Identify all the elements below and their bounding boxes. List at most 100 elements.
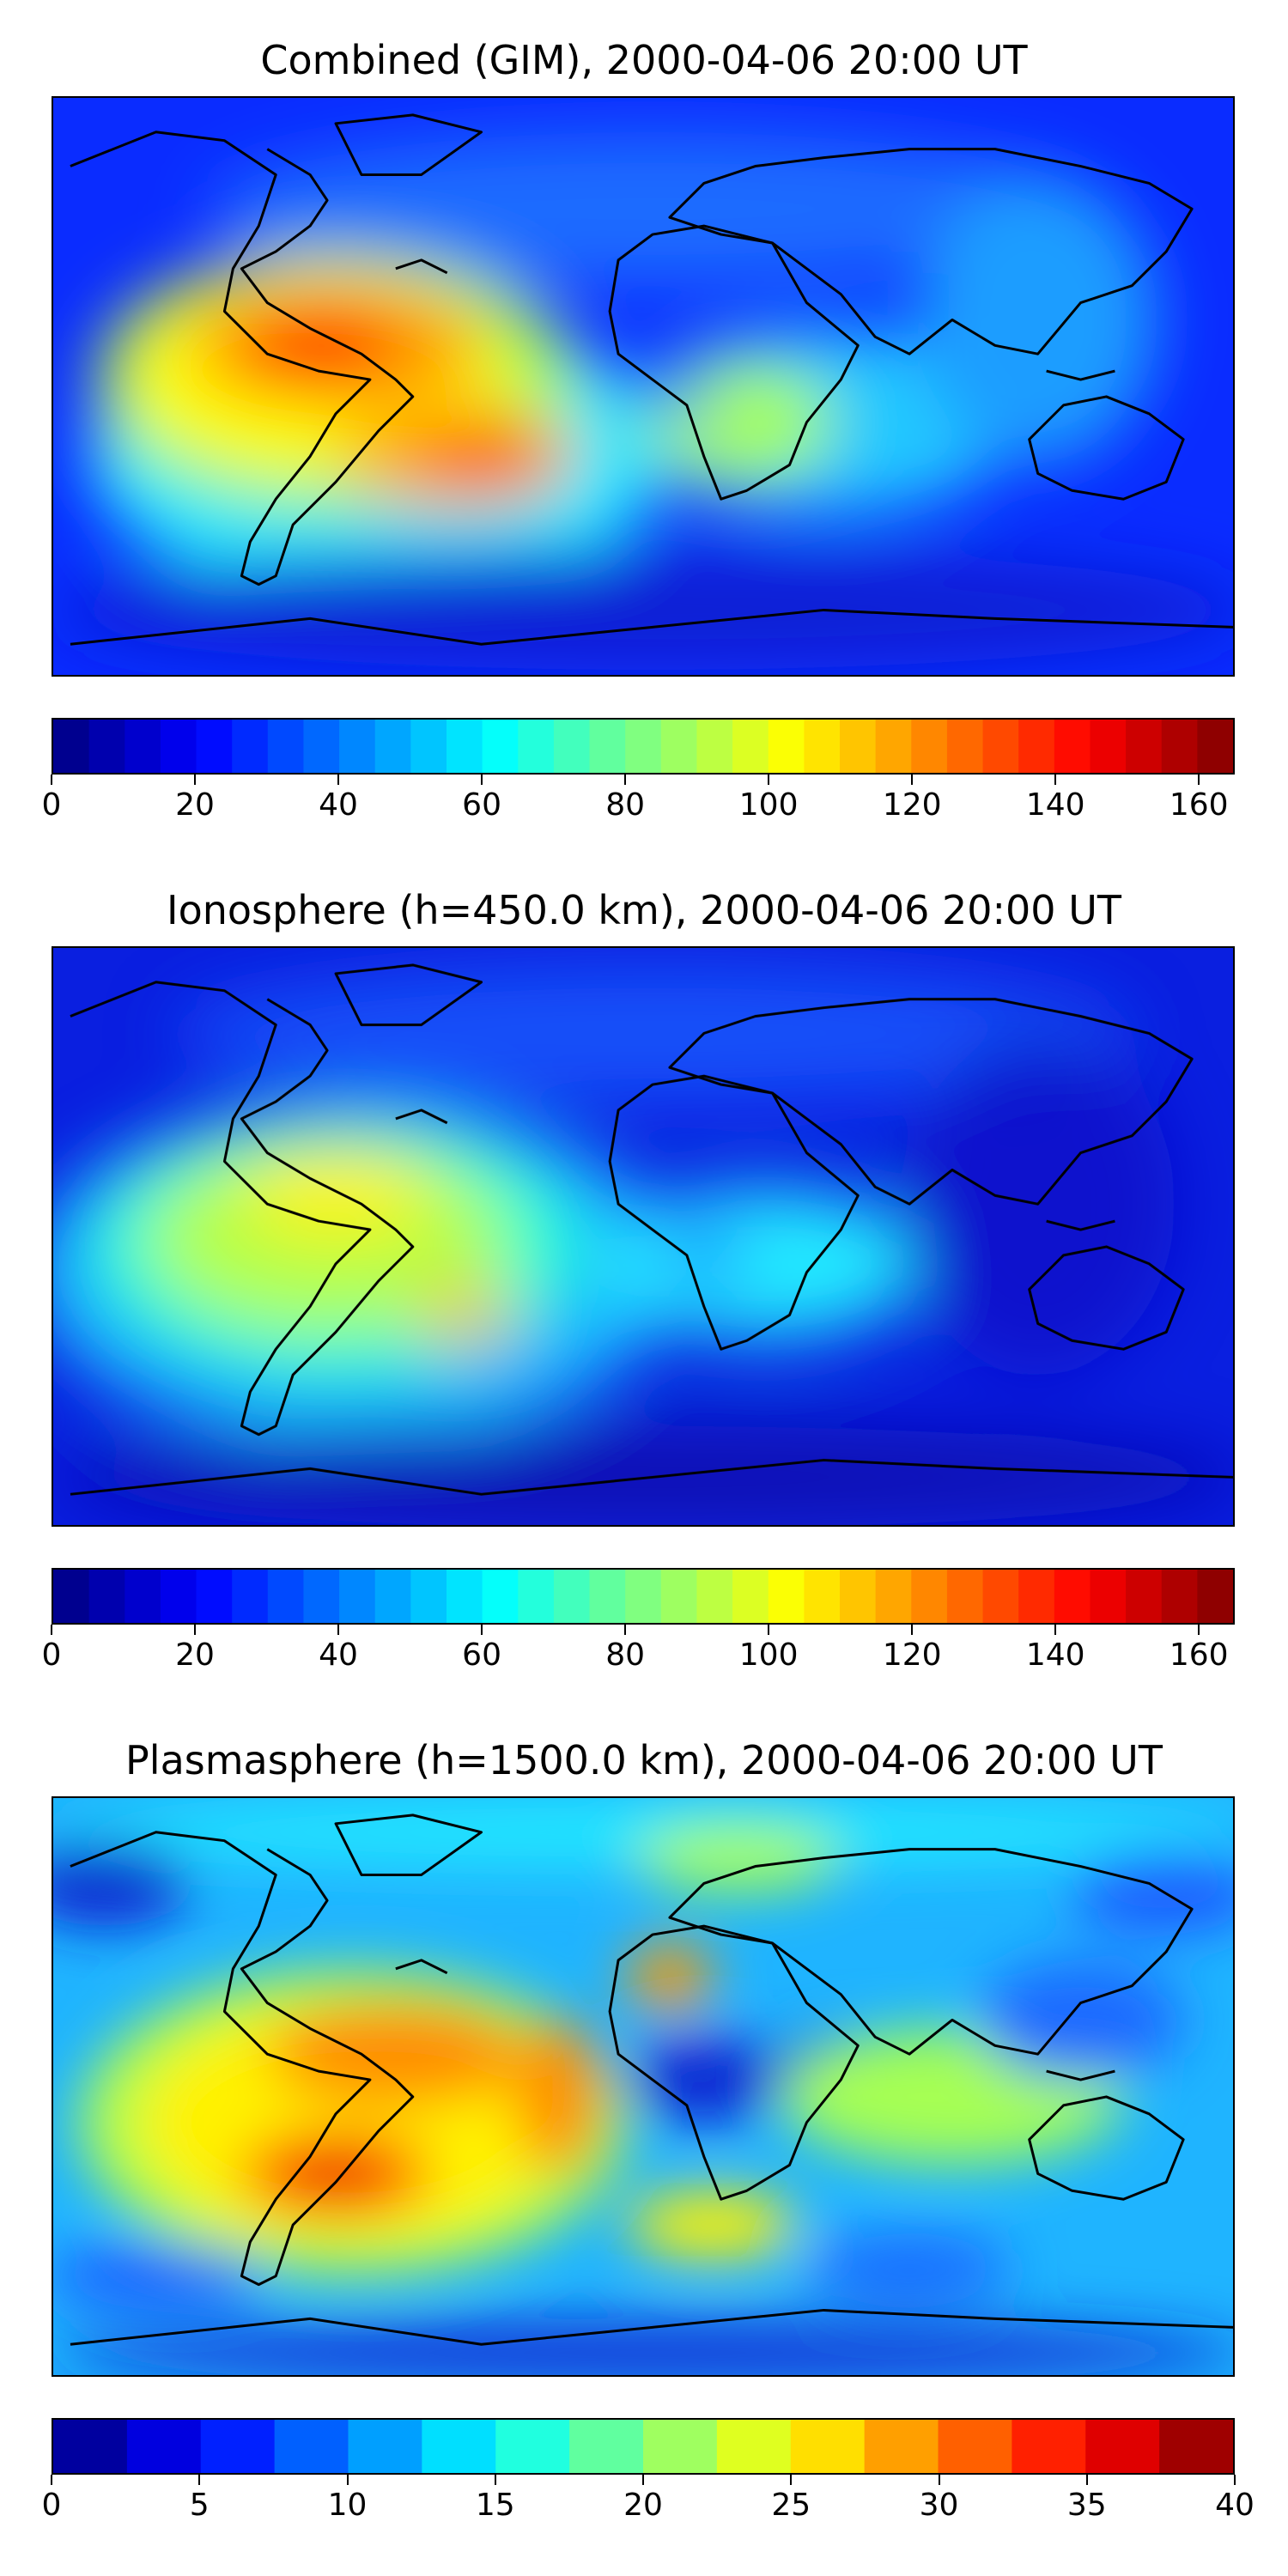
colorbar-tick-mark	[938, 2475, 940, 2485]
colorbar-bin	[126, 2420, 202, 2473]
colorbar-tick-mark	[1234, 2475, 1236, 2485]
colorbar-bin	[643, 2420, 718, 2473]
colorbar-bin	[840, 1570, 877, 1623]
colorbar-bin	[982, 1570, 1019, 1623]
panel-3-coastlines	[70, 1814, 1233, 2346]
colorbar-tick-label: 140	[1025, 1637, 1085, 1673]
colorbar-bin	[864, 2420, 939, 2473]
panel-1-coastlines	[70, 113, 1233, 646]
panel-1-title: Combined (GIM), 2000-04-06 20:00 UT	[260, 37, 1028, 83]
colorbar-bin	[410, 720, 447, 773]
colorbar-bin	[911, 1570, 948, 1623]
colorbar-bin	[518, 720, 555, 773]
colorbar-bin	[804, 720, 841, 773]
colorbar-bin	[1054, 1570, 1091, 1623]
colorbar-bin	[1085, 2420, 1160, 2473]
colorbar-tick-mark	[1198, 1625, 1200, 1635]
colorbar-bin	[875, 720, 912, 773]
panel-3-map	[52, 1796, 1235, 2377]
colorbar-tick-mark	[768, 1625, 770, 1635]
panel-3-map-svg	[53, 1798, 1233, 2375]
colorbar-bin	[482, 1570, 519, 1623]
colorbar-bin	[348, 2420, 422, 2473]
panel-2-coastlines	[70, 963, 1233, 1496]
colorbar-tick-mark	[768, 775, 770, 785]
colorbar-tick-label: 80	[605, 787, 646, 823]
colorbar-bin	[946, 1570, 984, 1623]
colorbar-tick-mark	[1054, 775, 1057, 785]
colorbar-bin	[88, 1570, 125, 1623]
colorbar-bin	[518, 1570, 555, 1623]
colorbar-bin	[938, 2420, 1012, 2473]
colorbar-tick-label: 60	[462, 1637, 501, 1673]
colorbar-bin	[982, 720, 1019, 773]
panel-2-colorbar	[52, 1568, 1235, 1625]
colorbar-tick-label: 40	[1215, 2488, 1255, 2523]
colorbar-tick-mark	[624, 775, 627, 785]
colorbar-bin	[125, 1570, 161, 1623]
colorbar-bin	[1197, 1570, 1233, 1623]
colorbar-bin	[196, 1570, 233, 1623]
colorbar-tick-label: 40	[319, 1637, 358, 1673]
colorbar-tick-mark	[790, 2475, 793, 2485]
colorbar-bin	[53, 1570, 90, 1623]
colorbar-tick-mark	[51, 775, 52, 785]
colorbar-bin	[1090, 1570, 1127, 1623]
colorbar-bin	[267, 1570, 305, 1623]
panel-1-colorbar	[52, 718, 1235, 775]
colorbar-tick-label: 20	[175, 1637, 215, 1673]
colorbar-bin	[422, 2420, 496, 2473]
colorbar-tick-mark	[1198, 775, 1200, 785]
colorbar-bin	[1159, 2420, 1233, 2473]
colorbar-bin	[339, 1570, 376, 1623]
colorbar-tick-label: 80	[605, 1637, 646, 1673]
panel-2-map-svg	[53, 948, 1233, 1525]
colorbar-tick-label: 25	[771, 2488, 811, 2523]
colorbar-bin	[232, 720, 269, 773]
colorbar-bin	[716, 2420, 792, 2473]
colorbar-tick-label: 10	[327, 2488, 368, 2523]
colorbar-bin	[160, 720, 197, 773]
colorbar-tick-label: 35	[1066, 2488, 1107, 2523]
colorbar-bin	[625, 720, 662, 773]
colorbar-tick-label: 40	[319, 787, 358, 823]
panel-3-colorbar-ticks: 0 5 10 15 20 25 30 35 40	[42, 2475, 1255, 2526]
colorbar-bin	[1054, 720, 1091, 773]
colorbar-bin	[196, 720, 233, 773]
colorbar-tick-mark	[346, 2475, 349, 2485]
colorbar-tick-mark	[51, 2475, 52, 2485]
colorbar-tick-label: 20	[175, 787, 215, 823]
colorbar-bin	[569, 2420, 644, 2473]
colorbar-bin	[339, 720, 376, 773]
colorbar-tick-label: 160	[1169, 1637, 1229, 1673]
colorbar-bin	[303, 720, 340, 773]
colorbar-tick-mark	[51, 1625, 52, 1635]
panel-2-map	[52, 946, 1235, 1527]
colorbar-bin	[696, 1570, 733, 1623]
colorbar-bin	[553, 720, 591, 773]
colorbar-bin	[303, 1570, 340, 1623]
colorbar-tick-mark	[624, 1625, 627, 1635]
colorbar-tick-label: 5	[189, 2488, 210, 2523]
colorbar-bin	[911, 720, 948, 773]
colorbar-bin	[374, 1570, 411, 1623]
colorbar-tick-label: 30	[919, 2488, 959, 2523]
colorbar-tick-mark	[194, 1625, 197, 1635]
colorbar-tick-mark	[481, 1625, 483, 1635]
colorbar-bin	[696, 720, 733, 773]
colorbar-bin	[53, 720, 90, 773]
colorbar-bin	[732, 1570, 769, 1623]
colorbar-tick-label: 140	[1025, 787, 1085, 823]
colorbar-tick-label: 0	[41, 2488, 62, 2523]
colorbar-tick-label: 120	[882, 787, 942, 823]
colorbar-bin	[625, 1570, 662, 1623]
colorbar-tick-label: 100	[738, 1637, 799, 1673]
colorbar-bin	[1197, 720, 1233, 773]
colorbar-tick-mark	[194, 775, 197, 785]
colorbar-tick-mark	[1054, 1625, 1057, 1635]
colorbar-tick-mark	[642, 2475, 644, 2485]
colorbar-tick-label: 160	[1169, 787, 1229, 823]
colorbar-tick-mark	[1085, 2475, 1088, 2485]
panel-3-colorbar	[52, 2418, 1235, 2475]
colorbar-bin	[232, 1570, 269, 1623]
